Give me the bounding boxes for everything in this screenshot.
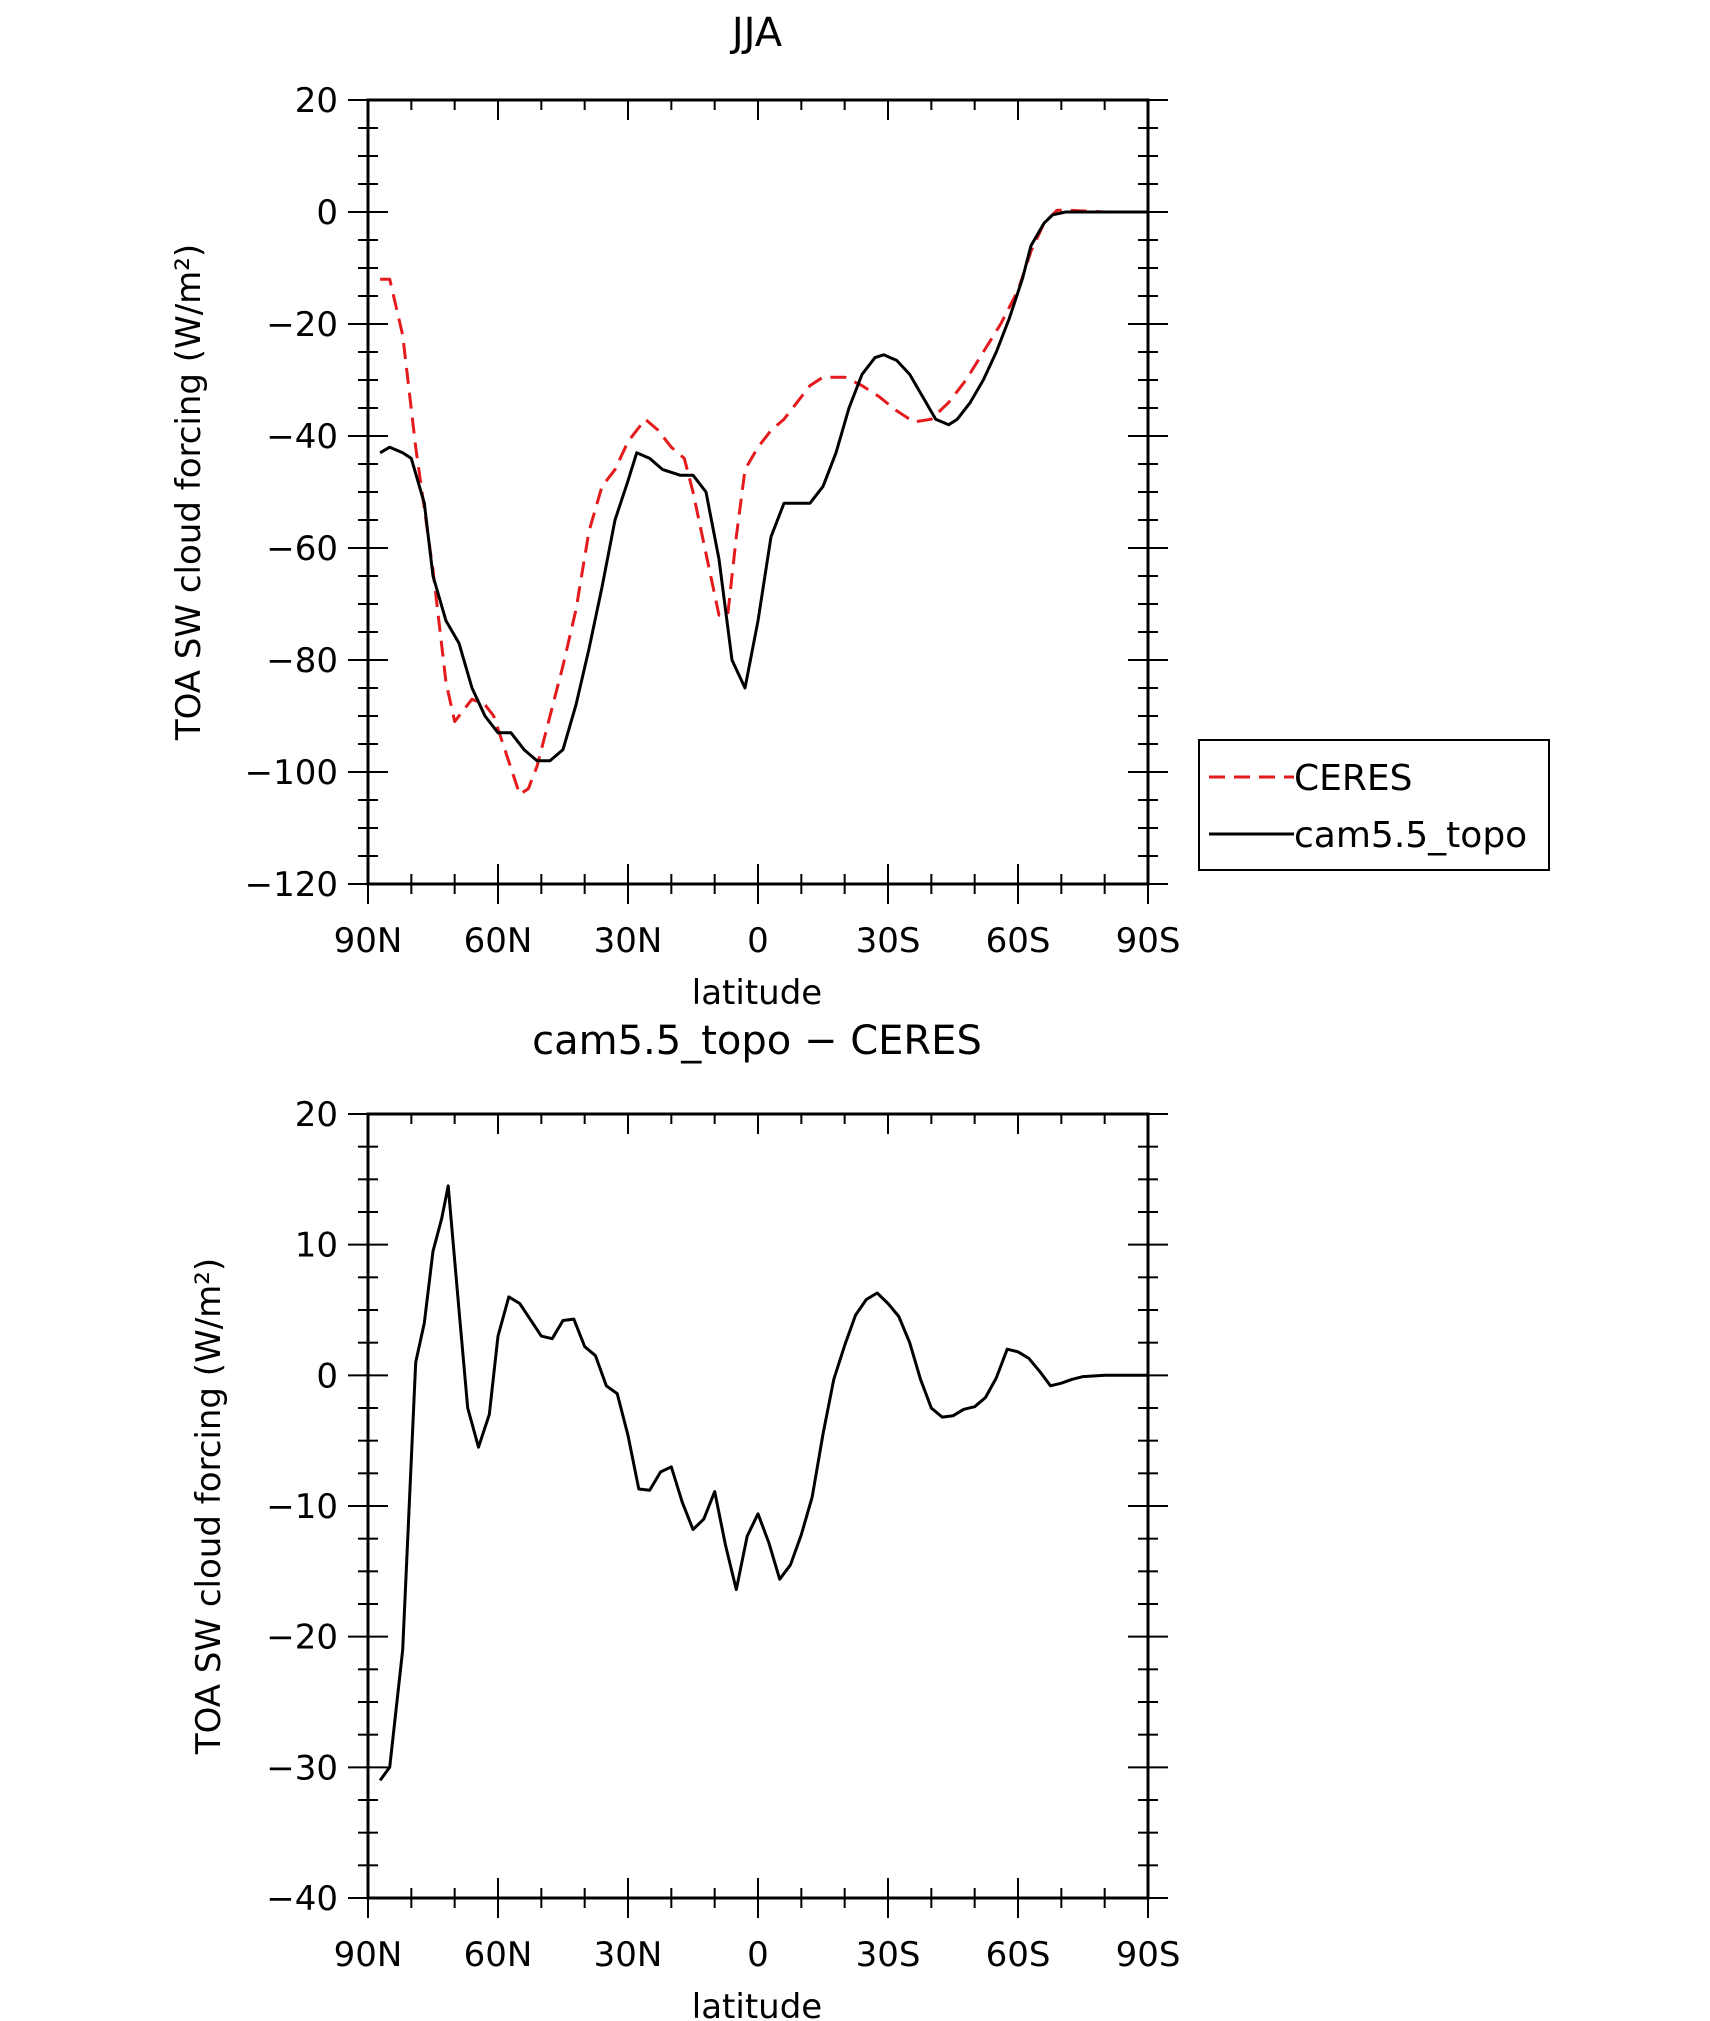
x-axis-label: latitude — [692, 973, 822, 1013]
legend-label-ceres: CERES — [1294, 758, 1413, 799]
y-tick-label: −40 — [266, 1879, 338, 1919]
y-axis-label: TOA SW cloud forcing (W/m²) — [189, 1258, 229, 1755]
x-tick-label: 60S — [986, 1935, 1051, 1975]
x-tick-label: 90N — [334, 1935, 403, 1975]
y-tick-label: −80 — [266, 641, 338, 681]
x-tick-label: 0 — [747, 921, 769, 961]
y-tick-label: −10 — [266, 1487, 338, 1527]
plot-frame — [366, 1112, 1150, 1900]
y-tick-label: −120 — [245, 865, 338, 905]
legend: CERES cam5.5_topo — [1198, 739, 1550, 871]
series-line-cam5-5-topo — [379, 210, 1148, 763]
x-tick-label: 60S — [986, 921, 1051, 961]
chart-title: cam5.5_topo − CERES — [532, 1018, 982, 1064]
y-tick-label: −100 — [245, 753, 338, 793]
axis-ticks: 90N 60N 30N 0 30S 60S 90S 20 10 0 −10 −20 −30 −40 — [266, 1095, 1180, 1975]
legend-label-cam: cam5.5_topo — [1294, 815, 1527, 856]
x-tick-label: 30N — [594, 1935, 663, 1975]
y-tick-label: −20 — [266, 305, 338, 345]
series-lines — [379, 208, 1148, 796]
x-tick-label: 0 — [747, 1935, 769, 1975]
x-tick-label: 30N — [594, 921, 663, 961]
series-line-difference — [378, 1184, 1148, 1782]
series-lines — [378, 1184, 1148, 1782]
y-tick-label: 0 — [316, 1356, 338, 1396]
x-tick-label: 90N — [334, 921, 403, 961]
chart-title: JJA — [729, 10, 783, 56]
chart-panel-top: JJA 90N 60N 30N 0 30S 60S 90S 20 0 −20 −40 −60 −80 −1… — [169, 10, 1550, 1013]
y-tick-label: −40 — [266, 417, 338, 457]
y-tick-label: −60 — [266, 529, 338, 569]
x-tick-label: 30S — [856, 1935, 921, 1975]
legend-box — [1198, 739, 1550, 871]
y-tick-label: −30 — [266, 1748, 338, 1788]
x-tick-label: 90S — [1116, 921, 1181, 961]
y-tick-label: 20 — [295, 1095, 338, 1135]
y-tick-label: 10 — [295, 1226, 338, 1266]
y-tick-label: 20 — [295, 81, 338, 121]
plot-frame — [366, 98, 1150, 886]
x-tick-label: 60N — [464, 921, 533, 961]
y-tick-label: 0 — [316, 193, 338, 233]
axis-ticks: 90N 60N 30N 0 30S 60S 90S 20 0 −20 −40 −60 −80 −100 −1… — [245, 81, 1181, 961]
y-axis-label: TOA SW cloud forcing (W/m²) — [169, 244, 209, 741]
series-line-ceres — [380, 208, 1148, 796]
x-tick-label: 30S — [856, 921, 921, 961]
x-tick-label: 60N — [464, 1935, 533, 1975]
x-tick-label: 90S — [1116, 1935, 1181, 1975]
y-tick-label: −20 — [266, 1618, 338, 1658]
chart-panel-bottom: cam5.5_topo − CERES 90N 60N 30N 0 30S 60S 90S 2… — [189, 1018, 1180, 2021]
x-axis-label: latitude — [692, 1987, 822, 2021]
